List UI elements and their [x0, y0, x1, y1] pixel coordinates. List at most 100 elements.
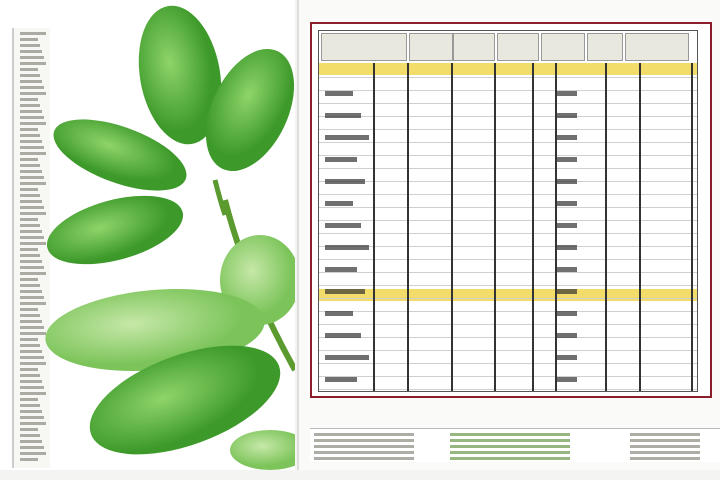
text-line [20, 122, 46, 125]
text-line [20, 164, 40, 167]
text-line [20, 92, 46, 95]
text-line [20, 224, 40, 227]
text-line [20, 32, 46, 35]
row-label [325, 267, 357, 272]
column-divider [555, 63, 557, 391]
text-line [20, 416, 44, 419]
text-column [12, 28, 50, 468]
text-line [20, 320, 42, 323]
text-line [20, 266, 44, 269]
text-line [630, 445, 700, 448]
column-header [497, 33, 539, 61]
text-line [20, 170, 42, 173]
text-line [450, 445, 570, 448]
row-line [319, 285, 697, 286]
row-label [325, 135, 369, 140]
row-label [325, 201, 353, 206]
row-label [557, 179, 577, 184]
text-line [20, 188, 38, 191]
row-line [319, 142, 697, 143]
leaf [53, 119, 187, 191]
row-label [325, 179, 365, 184]
text-line [20, 302, 46, 305]
row-label [557, 311, 577, 316]
text-line [20, 422, 46, 425]
row-line [319, 233, 697, 234]
text-line [20, 434, 40, 437]
leaf [205, 48, 295, 172]
row-label [557, 201, 577, 206]
leaf [46, 195, 184, 265]
text-line [314, 445, 414, 448]
text-line [314, 439, 414, 442]
text-line [20, 404, 40, 407]
text-line [20, 38, 38, 41]
row-line [319, 77, 697, 78]
column-header [541, 33, 585, 61]
text-line [450, 439, 570, 442]
row-line [319, 207, 697, 208]
row-label [557, 245, 577, 250]
row-label [557, 223, 577, 228]
leaf [89, 345, 281, 455]
row-line [319, 116, 697, 117]
row-label [557, 289, 577, 294]
row-label [325, 113, 361, 118]
text-line [20, 344, 40, 347]
text-line [20, 254, 40, 257]
row-label [325, 91, 353, 96]
row-line [319, 272, 697, 273]
row-label [557, 267, 577, 272]
text-line [20, 86, 44, 89]
text-line [20, 386, 44, 389]
text-line [20, 194, 40, 197]
text-line [20, 380, 42, 383]
text-line [450, 451, 570, 454]
row-line [319, 324, 697, 325]
row-line [319, 376, 697, 377]
footer-strip [310, 428, 720, 462]
text-line [20, 206, 44, 209]
text-line [20, 140, 42, 143]
row-line [319, 311, 697, 312]
text-line [630, 433, 700, 436]
text-line [314, 457, 414, 460]
text-line [20, 134, 40, 137]
row-label [325, 223, 361, 228]
text-line [20, 392, 46, 395]
text-line [20, 50, 42, 53]
column-divider [605, 63, 607, 391]
row-label [325, 157, 357, 162]
row-label [325, 245, 369, 250]
text-line [20, 146, 44, 149]
text-line [20, 116, 44, 119]
leaf [230, 430, 295, 470]
row-label [325, 355, 369, 360]
text-line [20, 128, 38, 131]
text-line [20, 68, 38, 71]
text-line [20, 56, 44, 59]
text-line [20, 350, 42, 353]
row-label [325, 311, 353, 316]
row-label [557, 113, 577, 118]
row-line [319, 90, 697, 91]
text-line [20, 212, 46, 215]
leaf [138, 5, 222, 145]
text-line [630, 457, 700, 460]
text-line [20, 176, 44, 179]
text-line [20, 326, 44, 329]
text-line [20, 44, 40, 47]
text-line [20, 290, 42, 293]
text-line [20, 362, 46, 365]
text-line [314, 451, 414, 454]
text-line [20, 452, 46, 455]
text-line [20, 182, 46, 185]
row-label [325, 333, 361, 338]
text-line [20, 74, 40, 77]
row-label [325, 289, 365, 294]
data-table [318, 30, 698, 392]
text-line [450, 433, 570, 436]
row-line [319, 155, 697, 156]
column-header [321, 33, 407, 61]
text-line [20, 278, 38, 281]
